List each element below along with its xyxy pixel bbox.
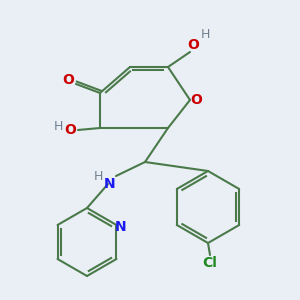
Text: O: O: [190, 93, 202, 107]
Text: Cl: Cl: [202, 256, 217, 270]
Text: H: H: [53, 121, 63, 134]
Text: H: H: [200, 28, 210, 41]
Text: O: O: [187, 38, 199, 52]
Text: O: O: [62, 73, 74, 87]
Text: N: N: [104, 177, 116, 191]
Text: O: O: [64, 123, 76, 137]
Text: H: H: [93, 170, 103, 184]
Text: N: N: [115, 220, 126, 234]
